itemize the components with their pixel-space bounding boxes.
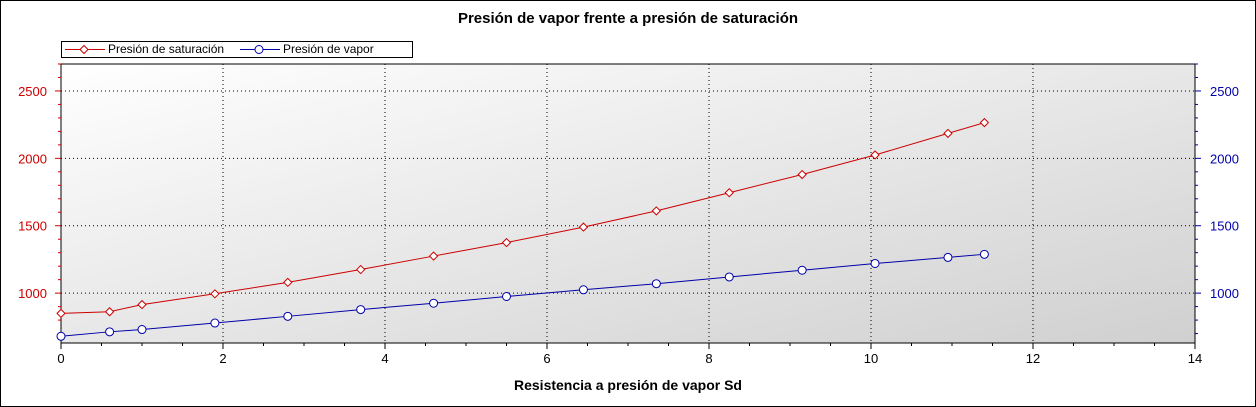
series-0 [56, 117, 990, 319]
data-point [283, 311, 293, 321]
data-point [870, 150, 880, 160]
data-point [979, 117, 990, 128]
data-point [283, 277, 293, 288]
y-left-tick-label: 2500 [18, 84, 47, 99]
data-point [502, 292, 511, 301]
data-point [870, 258, 880, 268]
data-point [210, 289, 220, 299]
data-point [429, 298, 439, 308]
data-point [724, 272, 734, 282]
legend-label-vapor: Presión de vapor [283, 42, 374, 56]
data-point [137, 299, 147, 310]
data-point [979, 249, 989, 259]
x-tick-label: 14 [1188, 351, 1202, 366]
x-tick-label: 10 [864, 351, 878, 366]
data-point [724, 188, 734, 198]
y-right-tick-label: 2000 [1210, 151, 1239, 166]
data-point [56, 308, 66, 319]
legend-swatch-saturacion [65, 44, 105, 55]
data-point [105, 327, 115, 337]
legend-item-vapor: Presión de vapor [237, 42, 412, 57]
data-point [356, 305, 366, 315]
data-point [578, 222, 589, 232]
axes: 0 2 4 6 8 10 12 14 1000 1500 2000 2500 1000 1500 2000 2… [18, 63, 1239, 366]
series-1 [56, 249, 989, 341]
data-point [943, 128, 953, 139]
x-tick-label: 12 [1026, 351, 1040, 366]
data-point [651, 279, 661, 289]
legend-item-saturacion: Presión de saturación [62, 42, 237, 57]
data-point [578, 285, 588, 295]
data-point [501, 237, 512, 248]
x-tick-label: 6 [543, 351, 550, 366]
x-axis-label: Resistencia a presión de vapor Sd [514, 377, 742, 393]
data-point [210, 318, 220, 328]
legend-label-saturacion: Presión de saturación [108, 42, 225, 56]
y-right-tick-label: 1500 [1210, 219, 1239, 234]
y-right-tick-label: 2500 [1210, 84, 1239, 99]
y-left-tick-label: 1500 [18, 219, 47, 234]
data-point [943, 252, 953, 262]
y-left-tick-label: 2000 [18, 151, 47, 166]
grid [61, 64, 1195, 343]
x-tick-label: 4 [381, 351, 388, 366]
data-point [797, 169, 807, 180]
x-tick-label: 8 [705, 351, 712, 366]
legend-swatch-vapor [240, 45, 280, 54]
y-left-tick-label: 1000 [18, 286, 47, 301]
series-layer [56, 117, 990, 341]
x-tick-label: 2 [219, 351, 226, 366]
legend: Presión de saturación Presión de vapor [61, 41, 413, 58]
chart-title: Presión de vapor frente a presión de sat… [457, 10, 799, 27]
x-tick-label: 0 [57, 351, 64, 366]
data-point [355, 264, 366, 275]
y-right-tick-label: 1000 [1210, 286, 1239, 301]
plot-area [60, 63, 1196, 344]
data-point [651, 206, 662, 216]
data-point [797, 265, 807, 275]
data-point [56, 331, 66, 341]
data-point [104, 307, 115, 317]
data-point [137, 325, 147, 335]
data-point [428, 251, 439, 261]
